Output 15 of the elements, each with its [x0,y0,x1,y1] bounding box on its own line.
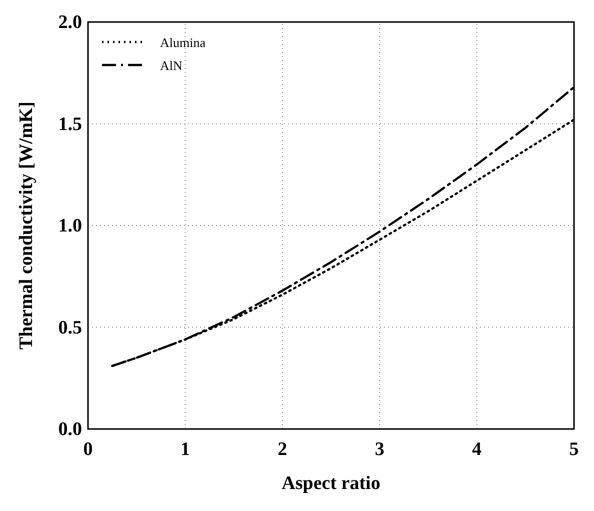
y-tick-label: 2.0 [58,12,82,33]
legend-label: Alumina [160,35,206,50]
x-tick-label: 2 [278,439,288,460]
x-tick-label: 1 [180,439,190,460]
x-tick-label: 5 [569,439,579,460]
legend-label: AlN [160,58,183,73]
x-tick-label: 4 [472,439,482,460]
y-tick-label: 0.5 [58,317,82,338]
x-axis-title: Aspect ratio [282,473,380,494]
y-tick-label: 1.5 [58,114,82,135]
x-tick-label: 0 [83,439,93,460]
x-tick-label: 3 [374,439,384,460]
y-tick-label: 1.0 [58,216,82,236]
y-axis-title: Thermal conductivity [W/mK] [16,101,37,350]
y-tick-label: 0.0 [58,419,82,440]
